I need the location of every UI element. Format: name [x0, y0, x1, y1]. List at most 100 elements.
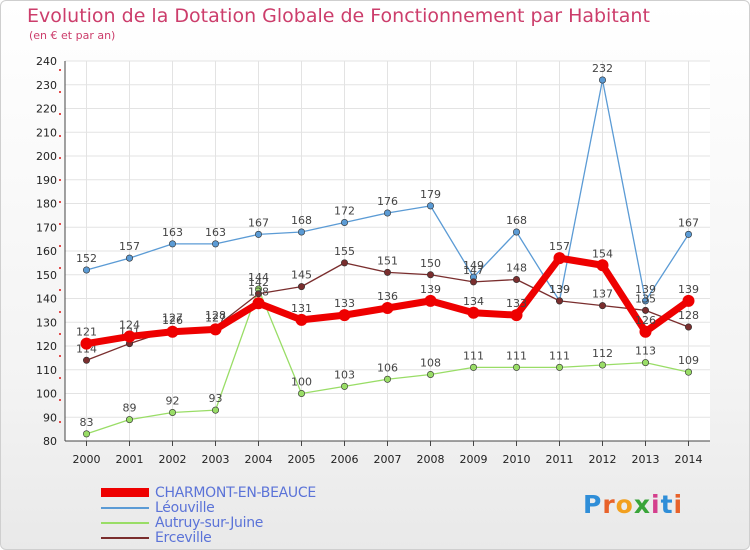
data-point	[512, 363, 520, 371]
proxiti-logo: Proxiti	[583, 490, 683, 519]
data-label: 139	[420, 283, 441, 296]
data-label: 168	[291, 214, 312, 227]
data-label: 113	[635, 345, 656, 358]
data-point	[169, 408, 177, 416]
x-tick-label: 2006	[331, 453, 359, 466]
data-label: 139	[678, 283, 699, 296]
legend-item: CHARMONT-EN-BEAUCE	[101, 484, 316, 501]
data-label: 144	[248, 271, 269, 284]
data-label: 127	[205, 311, 226, 324]
data-point	[340, 259, 348, 267]
data-point	[684, 230, 692, 238]
data-point	[297, 389, 305, 397]
y-tick-label: 90	[43, 411, 57, 424]
chart-title: Evolution de la Dotation Globale de Fonc…	[27, 5, 650, 27]
data-label: 145	[291, 269, 312, 282]
data-point	[469, 278, 477, 286]
legend-label: CHARMONT-EN-BEAUCE	[155, 484, 316, 501]
data-label: 149	[463, 259, 484, 272]
x-tick-label: 2001	[116, 453, 144, 466]
data-label: 100	[291, 376, 312, 389]
logo-letter: i	[673, 490, 684, 519]
data-point	[426, 370, 434, 378]
y-tick-label: 80	[43, 435, 57, 448]
x-tick-label: 2000	[73, 453, 101, 466]
data-point	[639, 325, 652, 338]
data-label: 128	[205, 309, 226, 322]
data-label: 109	[678, 354, 699, 367]
legend-label: Erceville	[155, 529, 212, 546]
data-label: 128	[678, 309, 699, 322]
legend-swatch	[101, 506, 149, 509]
data-label: 106	[377, 361, 398, 374]
legend-label: Autruy-sur-Juine	[155, 514, 264, 531]
data-label: 134	[463, 295, 484, 308]
data-point	[297, 228, 305, 236]
y-tick-label: 120	[36, 340, 57, 353]
x-tick-label: 2008	[417, 453, 445, 466]
data-label: 157	[549, 240, 570, 253]
data-label: 112	[592, 347, 613, 360]
x-tick-label: 2003	[202, 453, 230, 466]
data-label: 163	[162, 226, 183, 239]
data-label: 147	[463, 264, 484, 277]
data-label: 124	[119, 319, 140, 332]
data-point	[598, 361, 606, 369]
data-point	[295, 313, 308, 326]
axis-dot	[59, 245, 61, 247]
data-point	[255, 290, 263, 298]
chart-subtitle: (en € et par an)	[29, 29, 116, 42]
axis-dot	[59, 157, 61, 159]
data-point	[684, 368, 692, 376]
data-point	[80, 337, 93, 350]
data-label: 126	[162, 314, 183, 327]
data-label: 172	[334, 205, 355, 218]
data-point	[255, 230, 263, 238]
line-chart: 8090100110120130140150160170180190200210…	[36, 55, 710, 466]
legend-item: Autruy-sur-Juine	[101, 514, 316, 531]
legend-item: Léouville	[101, 499, 316, 516]
y-tick-label: 130	[36, 316, 57, 329]
axis-dot	[59, 377, 61, 379]
data-point	[512, 275, 520, 283]
data-label: 133	[506, 297, 527, 310]
y-tick-label: 240	[36, 55, 57, 68]
data-label: 139	[635, 283, 656, 296]
data-point	[682, 294, 695, 307]
x-tick-label: 2010	[503, 453, 531, 466]
axis-dot	[59, 333, 61, 335]
axis-dot	[59, 113, 61, 115]
data-label: 179	[420, 188, 441, 201]
logo-letter: P	[583, 490, 603, 519]
data-label: 139	[549, 283, 570, 296]
y-tick-label: 230	[36, 79, 57, 92]
data-label: 83	[80, 416, 94, 429]
data-point	[126, 416, 134, 424]
data-label: 136	[377, 290, 398, 303]
axis-dot	[59, 201, 61, 203]
y-tick-label: 170	[36, 221, 57, 234]
y-tick-label: 200	[36, 150, 57, 163]
legend-label: Léouville	[155, 499, 215, 516]
data-point	[166, 325, 179, 338]
x-tick-label: 2012	[589, 453, 617, 466]
legend-swatch	[101, 488, 149, 497]
x-tick-label: 2013	[632, 453, 660, 466]
axis-dot	[59, 91, 61, 93]
data-point	[684, 323, 692, 331]
data-label: 137	[592, 288, 613, 301]
data-point	[641, 297, 649, 305]
data-point	[212, 406, 220, 414]
logo-letter: i	[651, 490, 661, 519]
x-tick-label: 2007	[374, 453, 402, 466]
axis-dot	[59, 267, 61, 269]
x-tick-label: 2011	[546, 453, 574, 466]
data-point	[209, 323, 222, 336]
data-label: 111	[506, 349, 527, 362]
logo-letter: o	[615, 490, 634, 519]
data-label: 111	[463, 349, 484, 362]
data-point	[126, 254, 134, 262]
data-label: 92	[166, 395, 180, 408]
axis-dot	[59, 399, 61, 401]
y-tick-label: 190	[36, 174, 57, 187]
